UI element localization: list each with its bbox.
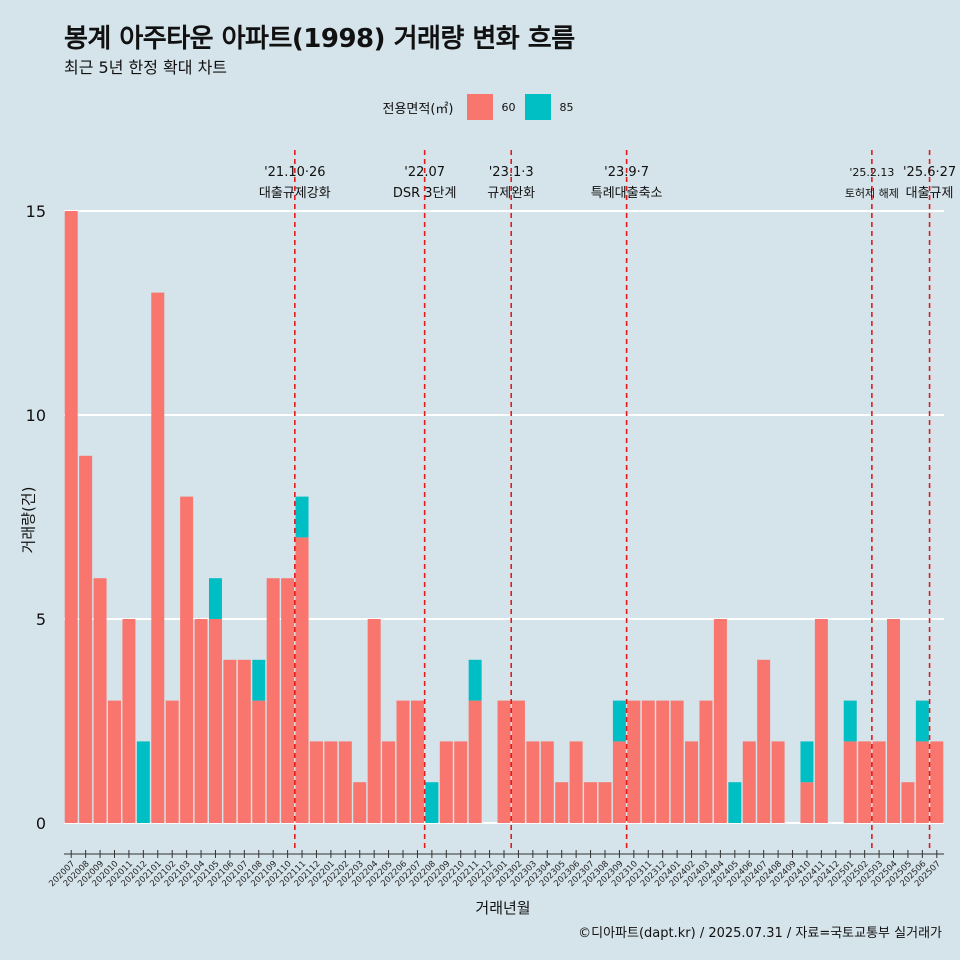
y-axis-title-wrap: 거래량(건): [8, 487, 48, 554]
bar-60-202312: [656, 700, 670, 823]
bar-60-202504: [887, 619, 900, 823]
bar-60-202404: [713, 619, 727, 823]
bar-60-202008: [79, 455, 93, 823]
bar-60-202502: [858, 741, 872, 823]
bar-60-202111: [295, 537, 309, 823]
bar-60-202402: [685, 741, 699, 823]
bar-85-202501: [843, 700, 857, 742]
bar-60-202407: [757, 659, 771, 823]
bar-60-202411: [814, 619, 828, 823]
event-date-202502: '25.2.13: [849, 166, 894, 179]
event-date-202207: '22.07: [404, 165, 445, 180]
bar-60-202506: [915, 741, 929, 823]
legend-item-60: 60: [467, 94, 519, 120]
y-axis-title: 거래량(건): [19, 486, 38, 554]
event-label-202207: DSR 3단계: [393, 186, 457, 201]
legend-swatch-60: [467, 94, 494, 120]
bar-60-202203: [353, 782, 367, 823]
event-date-202506: '25.6·27: [903, 165, 956, 180]
bar-60-202301: [497, 700, 511, 823]
event-label-202502: 토허제 해제: [845, 186, 899, 200]
event-label-202309: 특례대출축소: [591, 186, 663, 201]
legend-label-85: 85: [559, 100, 574, 114]
bar-85-202105: [208, 578, 222, 619]
bar-60-202310: [627, 700, 641, 823]
bar-85-202208: [425, 782, 439, 823]
bar-60-202410: [800, 782, 814, 823]
y-tick-label-10: 10: [26, 406, 46, 425]
bar-60-202011: [122, 619, 136, 823]
bar-60-202306: [569, 741, 583, 823]
bar-60-202311: [641, 700, 655, 823]
bar-60-202305: [555, 782, 569, 823]
bar-60-202206: [396, 700, 410, 823]
chart-title: 봉계 아주타운 아파트(1998) 거래량 변화 흐름: [64, 24, 575, 54]
bar-60-202102: [165, 700, 179, 823]
bar-60-202505: [901, 782, 915, 823]
bar-60-202204: [367, 619, 381, 823]
y-tick-label-0: 0: [36, 814, 46, 833]
event-label-202110: 대출규제강화: [259, 186, 331, 201]
caption: ©디아파트(dapt.kr) / 2025.07.31 / 자료=국토교통부 실…: [578, 926, 942, 941]
bar-60-202110: [281, 578, 295, 823]
bar-60-202403: [699, 700, 713, 823]
event-label-202301: 규제완화: [487, 186, 535, 201]
legend-swatch-85: [525, 94, 552, 120]
bar-60-202309: [612, 741, 626, 823]
bar-60-202105: [208, 619, 222, 823]
bar-60-202109: [266, 578, 280, 823]
legend-label-60: 60: [501, 100, 516, 114]
bar-85-202506: [915, 700, 929, 742]
bar-60-202507: [930, 741, 944, 823]
bar-60-202101: [151, 292, 165, 824]
bar-85-202211: [468, 659, 482, 701]
bar-60-202211: [468, 700, 482, 823]
bar-85-202012: [136, 741, 150, 823]
chart-subtitle: 최근 5년 한정 확대 차트: [64, 58, 228, 77]
legend-title: 전용면적(㎡): [382, 101, 454, 117]
x-axis-title: 거래년월: [475, 899, 531, 917]
bar-60-202406: [742, 741, 756, 823]
bar-60-202112: [309, 741, 323, 823]
bar-60-202007: [64, 211, 78, 823]
bar-60-202108: [252, 700, 266, 823]
bar-60-202408: [771, 741, 785, 823]
bar-60-202302: [511, 700, 525, 823]
bar-60-202210: [454, 741, 468, 823]
bar-85-202410: [800, 741, 814, 783]
bar-60-202103: [180, 496, 194, 823]
y-tick-label-5: 5: [36, 610, 46, 629]
legend: 전용면적(㎡) 60 85: [0, 93, 960, 121]
bar-85-202111: [295, 496, 309, 538]
y-tick-label-15: 15: [26, 202, 46, 221]
bar-60-202209: [439, 741, 453, 823]
bar-60-202106: [223, 659, 237, 823]
event-date-202309: '23.9·7: [604, 165, 649, 180]
bar-60-202304: [540, 741, 554, 823]
bar-85-202405: [728, 782, 742, 823]
bar-60-202010: [108, 700, 121, 823]
legend-item-85: 85: [525, 94, 577, 120]
event-date-202301: '23.1·3: [489, 165, 534, 180]
bar-60-202202: [338, 741, 352, 823]
bar-60-202009: [93, 578, 107, 823]
bar-60-202104: [194, 619, 208, 823]
bar-60-202107: [237, 659, 251, 823]
bar-60-202207: [410, 700, 424, 823]
event-date-202110: '21.10·26: [264, 165, 325, 180]
bar-60-202307: [584, 782, 598, 823]
event-label-202506: 대출규제: [906, 186, 954, 201]
bar-60-202308: [598, 782, 612, 823]
bar-60-202503: [872, 741, 886, 823]
bar-60-202201: [324, 741, 338, 823]
bar-60-202501: [843, 741, 857, 823]
bar-60-202205: [382, 741, 396, 823]
bar-85-202309: [612, 700, 626, 742]
bar-60-202401: [670, 700, 684, 823]
bar-85-202108: [252, 659, 266, 701]
bar-60-202303: [526, 741, 540, 823]
